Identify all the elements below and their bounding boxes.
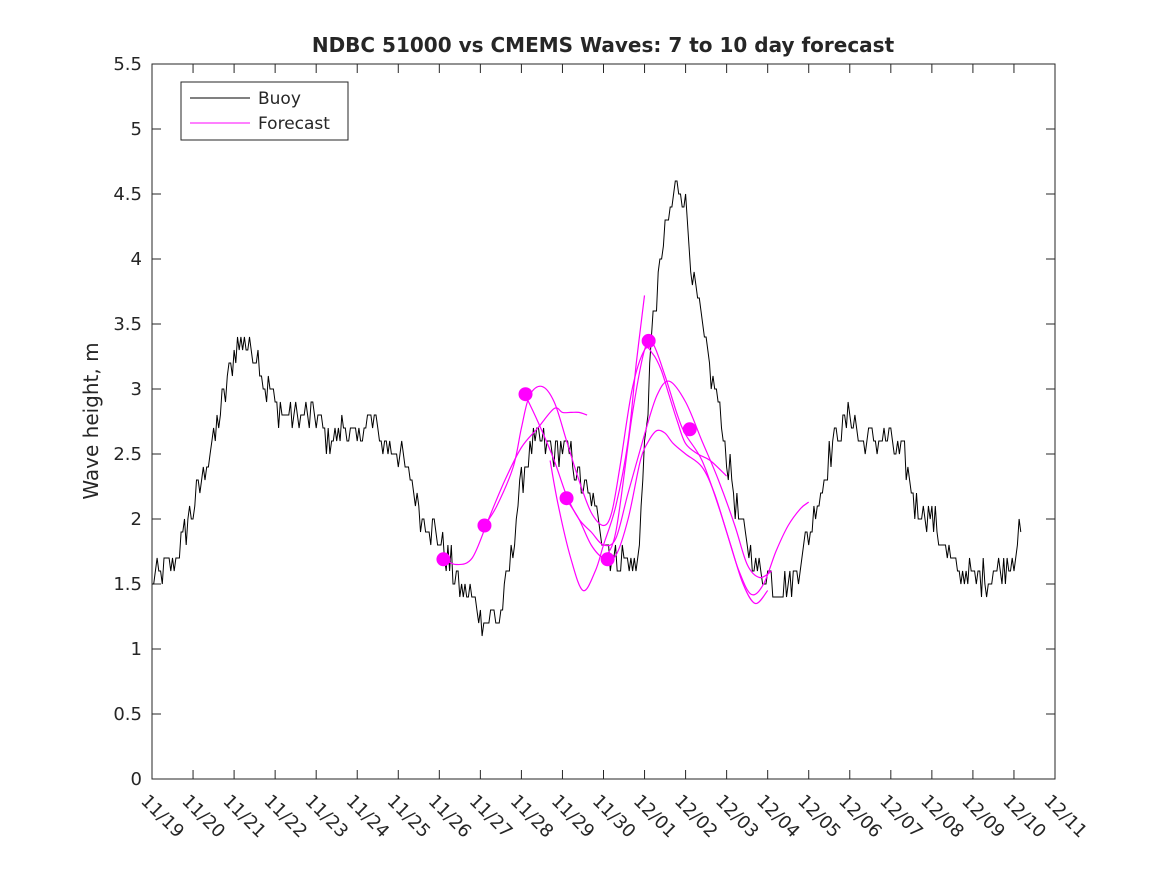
legend-box xyxy=(180,81,349,141)
legend: Buoy Forecast xyxy=(180,81,349,141)
chart-title: NDBC 51000 vs CMEMS Waves: 7 to 10 day f… xyxy=(312,33,895,57)
forecast-marker xyxy=(559,491,574,506)
y-tick-label: 0.5 xyxy=(113,704,142,725)
forecast-line xyxy=(549,295,646,592)
y-axis: 0 0.5 1 1.5 2 2.5 3 3.5 4 4.5 5 5.5 xyxy=(113,54,1055,790)
forecast-marker xyxy=(600,552,615,567)
y-axis-label: Wave height, m xyxy=(79,342,103,499)
forecast-line xyxy=(483,347,728,527)
y-tick-label: 5 xyxy=(131,119,142,140)
y-tick-label: 1 xyxy=(131,639,142,660)
series-layer xyxy=(152,180,1022,637)
buoy-line xyxy=(152,180,1022,637)
y-tick-label: 3.5 xyxy=(113,314,142,335)
forecast-line xyxy=(443,407,588,566)
y-tick-label: 2.5 xyxy=(113,444,142,465)
y-tick-label: 4.5 xyxy=(113,184,142,205)
forecast-marker xyxy=(436,552,451,567)
y-tick-label: 3 xyxy=(131,379,142,400)
y-tick-label: 4 xyxy=(131,249,142,270)
forecast-marker xyxy=(477,518,492,533)
y-tick-label: 1.5 xyxy=(113,574,142,595)
legend-forecast-label: Forecast xyxy=(258,114,330,134)
forecast-marker xyxy=(641,333,656,348)
y-tick-label: 5.5 xyxy=(113,54,142,75)
legend-buoy-label: Buoy xyxy=(258,89,301,109)
forecast-line xyxy=(602,339,769,605)
y-tick-label: 0 xyxy=(131,769,142,790)
y-tick-label: 2 xyxy=(131,509,142,530)
forecast-marker xyxy=(682,422,697,437)
forecast-marker xyxy=(518,387,533,402)
